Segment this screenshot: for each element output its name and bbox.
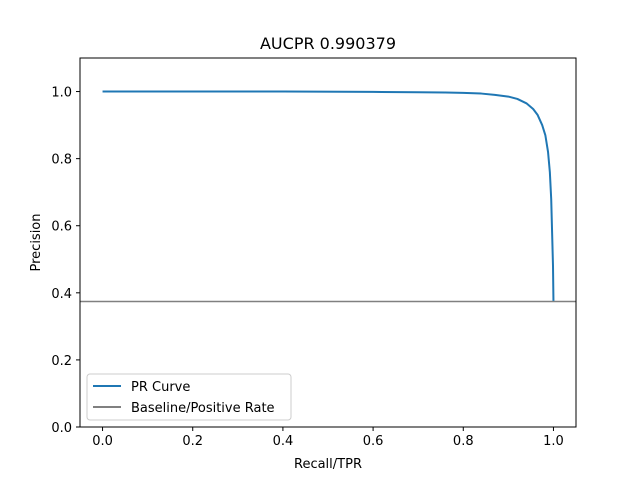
x-axis-label: Recall/TPR	[294, 457, 362, 472]
x-tick-label: 0.8	[453, 434, 474, 449]
y-tick-label: 1.0	[51, 86, 72, 101]
x-tick-label: 0.6	[363, 434, 384, 449]
pr-curve-line	[102, 90, 555, 301]
legend-label-baseline: Baseline/Positive Rate	[131, 401, 275, 416]
chart-title: AUCPR 0.990379	[260, 34, 396, 53]
y-tick-label: 0.6	[51, 220, 72, 235]
legend-label-pr-curve: PR Curve	[131, 380, 190, 395]
y-tick-label: 0.2	[51, 354, 72, 369]
x-tick-label: 0.0	[92, 434, 113, 449]
tick-layer: 0.0 0.2 0.4 0.6 0.8 1.0 0.0 0.2 0.4 0.6 0.8 1.0	[51, 86, 563, 449]
y-tick-label: 0.4	[51, 287, 72, 302]
x-tick-label: 0.2	[182, 434, 203, 449]
plot-frame	[79, 57, 577, 428]
y-tick-label: 0.8	[51, 153, 72, 168]
x-tick-label: 1.0	[543, 434, 564, 449]
x-tick-label: 0.4	[273, 434, 294, 449]
series-layer	[80, 90, 576, 303]
y-tick-label: 0.0	[51, 421, 72, 436]
y-axis-label: Precision	[29, 213, 44, 271]
legend: PR Curve Baseline/Positive Rate	[86, 373, 292, 421]
legend-box	[86, 373, 292, 421]
